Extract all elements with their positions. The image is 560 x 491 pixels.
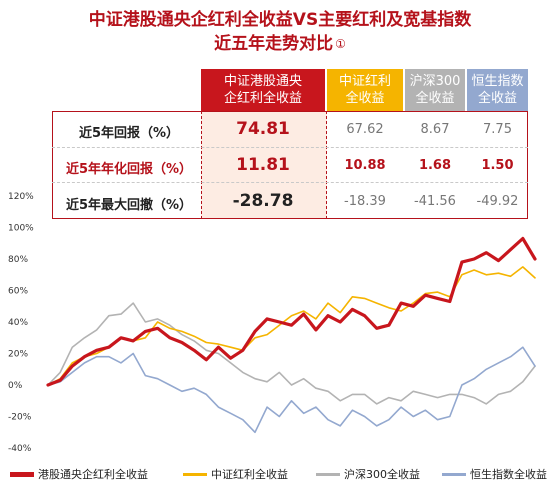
cell-0-3: 7.75 (483, 122, 512, 137)
chart-title: 中证港股通央企红利全收益VS主要红利及宽基指数 (88, 10, 472, 30)
legend-label: 中证红利全收益 (211, 468, 288, 481)
legend-item-3: 恒生指数全收益 (442, 466, 547, 482)
comparison-table: 中证港股通央 企红利全收益 中证红利 全收益 沪深300 全收益 恒生指数 全收… (52, 69, 528, 221)
cell-1-3: 1.50 (481, 158, 514, 173)
cell-1-1: 10.88 (344, 158, 386, 173)
cell-0-2: 8.67 (420, 122, 450, 137)
series-line-2 (47, 302, 536, 405)
header-line1: 恒生指数 (471, 74, 524, 89)
cell-2-3: -49.92 (476, 194, 519, 209)
table-frame (52, 111, 528, 219)
y-tick-label: 120% (8, 192, 34, 202)
header-line2: 全收益 (477, 91, 517, 106)
chart-subtitle: 近五年走势对比 ① (0, 33, 560, 55)
legend-label: 港股通央企红利全收益 (38, 468, 148, 481)
row-label-annual: 近5年年化回报（%） (65, 162, 193, 177)
header-line1: 中证港股通央 (223, 74, 302, 89)
footnote-mark: ① (335, 37, 346, 51)
legend-item-0: 港股通央企红利全收益 (10, 466, 148, 482)
legend-swatch (316, 472, 340, 476)
header-line1: 中证红利 (338, 74, 391, 89)
header-line1: 沪深300 (409, 74, 461, 89)
row-label-drawdown: 近5年最大回撤（%） (65, 198, 193, 213)
y-tick-label: -20% (8, 413, 32, 423)
series-line-3 (47, 346, 536, 434)
y-tick-label: 0% (8, 381, 23, 391)
y-tick-label: 60% (8, 287, 28, 297)
cell-2-2: -41.56 (414, 194, 456, 209)
y-tick-label: 40% (8, 318, 28, 328)
cell-2-0: -28.78 (232, 191, 294, 211)
legend-swatch (442, 472, 466, 476)
legend-label: 沪深300全收益 (344, 468, 420, 481)
y-tick-label: 80% (8, 255, 28, 265)
y-tick-label: -40% (8, 444, 32, 454)
header-line2: 全收益 (415, 91, 455, 106)
header-cell-0: 中证港股通央 企红利全收益 (201, 69, 325, 111)
highlight-column (201, 111, 327, 219)
series-line-0 (46, 236, 537, 387)
y-tick-label: 20% (8, 350, 28, 360)
cell-0-1: 67.62 (346, 122, 384, 137)
legend-item-2: 沪深300全收益 (316, 466, 420, 482)
header-cell-3: 恒生指数 全收益 (467, 69, 528, 111)
cell-0-0: 74.81 (236, 119, 290, 139)
header-cell-1: 中证红利 全收益 (327, 69, 403, 111)
chart-subtitle-text: 近五年走势对比 (214, 34, 334, 54)
legend-label: 恒生指数全收益 (470, 468, 547, 481)
header-cell-2: 沪深300 全收益 (405, 69, 465, 111)
legend-swatch (10, 471, 34, 477)
cell-1-0: 11.81 (236, 155, 290, 175)
row-separator (52, 147, 528, 148)
row-separator (52, 182, 528, 183)
line-chart: 120% 100% 80% 60% 40% 20% 0% -20% -40% (8, 192, 537, 454)
row-label-return: 近5年回报（%） (78, 126, 180, 141)
cell-2-1: -18.39 (344, 194, 386, 209)
header-line2: 全收益 (345, 91, 385, 106)
cell-1-2: 1.68 (418, 158, 452, 173)
legend-swatch (183, 472, 207, 476)
legend-item-1: 中证红利全收益 (183, 466, 288, 482)
legend: 港股通央企红利全收益 中证红利全收益 沪深300全收益 恒生指数全收益 (0, 466, 560, 486)
y-tick-label: 100% (8, 224, 34, 234)
header-line2: 企红利全收益 (223, 91, 302, 106)
